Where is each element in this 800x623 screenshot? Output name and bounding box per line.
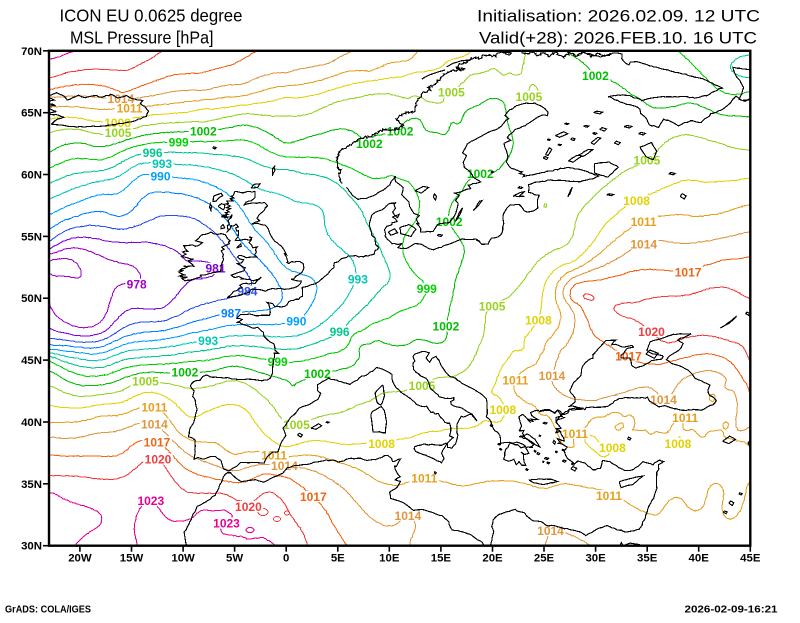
svg-text:15W: 15W bbox=[120, 553, 144, 565]
svg-text:990: 990 bbox=[150, 170, 170, 184]
svg-text:1005: 1005 bbox=[283, 418, 310, 432]
svg-text:30N: 30N bbox=[21, 541, 42, 553]
svg-text:1011: 1011 bbox=[672, 411, 698, 425]
svg-text:1011: 1011 bbox=[411, 471, 437, 485]
svg-text:10W: 10W bbox=[171, 553, 195, 565]
svg-text:1014: 1014 bbox=[537, 524, 564, 538]
svg-text:20E: 20E bbox=[482, 553, 503, 565]
svg-text:990: 990 bbox=[286, 315, 306, 329]
svg-text:1002: 1002 bbox=[582, 69, 609, 83]
svg-text:1011: 1011 bbox=[562, 427, 588, 441]
svg-text:1005: 1005 bbox=[634, 153, 661, 167]
svg-text:ICON EU 0.0625 degree: ICON EU 0.0625 degree bbox=[60, 5, 243, 25]
svg-text:1014: 1014 bbox=[271, 459, 298, 473]
svg-text:993: 993 bbox=[198, 334, 218, 348]
svg-text:2026-02-09-16:21: 2026-02-09-16:21 bbox=[685, 604, 778, 616]
svg-text:1005: 1005 bbox=[409, 379, 436, 393]
svg-text:45N: 45N bbox=[21, 355, 42, 367]
svg-text:1020: 1020 bbox=[638, 325, 665, 339]
svg-text:1008: 1008 bbox=[665, 437, 692, 451]
svg-text:45E: 45E bbox=[740, 553, 761, 565]
svg-text:Valid(+28): 2026.FEB.10. 16 UT: Valid(+28): 2026.FEB.10. 16 UTC bbox=[479, 29, 757, 47]
svg-text:1005: 1005 bbox=[438, 86, 465, 100]
svg-text:Initialisation: 2026.02.09. 12: Initialisation: 2026.02.09. 12 UTC bbox=[477, 7, 760, 25]
svg-text:15E: 15E bbox=[431, 553, 452, 565]
svg-text:1002: 1002 bbox=[467, 167, 494, 181]
svg-text:993: 993 bbox=[152, 157, 172, 171]
svg-text:1002: 1002 bbox=[356, 137, 383, 151]
svg-text:1008: 1008 bbox=[368, 437, 395, 451]
svg-text:1005: 1005 bbox=[132, 375, 159, 389]
svg-text:1017: 1017 bbox=[615, 349, 642, 363]
svg-text:1011: 1011 bbox=[117, 102, 143, 116]
svg-text:978: 978 bbox=[127, 278, 147, 292]
svg-text:60N: 60N bbox=[21, 170, 42, 182]
svg-text:1014: 1014 bbox=[650, 393, 677, 407]
svg-text:1005: 1005 bbox=[479, 300, 506, 314]
svg-text:999: 999 bbox=[268, 355, 288, 369]
svg-text:1014: 1014 bbox=[630, 237, 657, 251]
svg-text:65N: 65N bbox=[21, 108, 42, 120]
svg-text:1005: 1005 bbox=[105, 126, 132, 140]
svg-text:20W: 20W bbox=[68, 553, 92, 565]
svg-text:0: 0 bbox=[283, 553, 289, 565]
svg-text:1017: 1017 bbox=[144, 435, 171, 449]
svg-text:50N: 50N bbox=[21, 293, 42, 305]
svg-text:1011: 1011 bbox=[502, 373, 528, 387]
svg-text:1017: 1017 bbox=[675, 265, 702, 279]
svg-text:1002: 1002 bbox=[190, 125, 217, 139]
svg-text:1014: 1014 bbox=[141, 418, 168, 432]
svg-text:1014: 1014 bbox=[539, 369, 566, 383]
svg-text:1008: 1008 bbox=[489, 403, 516, 417]
svg-text:1020: 1020 bbox=[145, 453, 172, 467]
svg-text:35N: 35N bbox=[21, 479, 42, 491]
svg-text:1002: 1002 bbox=[304, 367, 331, 381]
svg-text:5E: 5E bbox=[331, 553, 345, 565]
svg-text:25E: 25E bbox=[534, 553, 555, 565]
svg-text:GrADS: COLA/IGES: GrADS: COLA/IGES bbox=[5, 604, 91, 616]
svg-text:987: 987 bbox=[221, 307, 241, 321]
svg-text:1005: 1005 bbox=[516, 90, 543, 104]
svg-text:999: 999 bbox=[169, 135, 189, 149]
svg-text:30E: 30E bbox=[585, 553, 606, 565]
svg-text:1002: 1002 bbox=[433, 319, 460, 333]
svg-text:40N: 40N bbox=[21, 417, 42, 429]
svg-text:1002: 1002 bbox=[172, 366, 199, 380]
svg-text:1011: 1011 bbox=[631, 215, 657, 229]
svg-text:1008: 1008 bbox=[599, 441, 626, 455]
svg-text:5W: 5W bbox=[226, 553, 243, 565]
svg-text:996: 996 bbox=[143, 146, 163, 160]
svg-text:1008: 1008 bbox=[525, 314, 552, 328]
svg-text:1002: 1002 bbox=[387, 124, 414, 138]
svg-text:999: 999 bbox=[417, 282, 437, 296]
svg-text:MSL Pressure [hPa]: MSL Pressure [hPa] bbox=[70, 27, 214, 47]
svg-text:996: 996 bbox=[330, 325, 350, 339]
svg-text:10E: 10E bbox=[379, 553, 400, 565]
svg-text:1008: 1008 bbox=[104, 116, 131, 130]
svg-text:1011: 1011 bbox=[596, 489, 622, 503]
svg-text:1011: 1011 bbox=[141, 401, 167, 415]
svg-text:35E: 35E bbox=[637, 553, 658, 565]
svg-text:1020: 1020 bbox=[235, 500, 262, 514]
svg-text:1023: 1023 bbox=[213, 517, 240, 531]
svg-text:70N: 70N bbox=[21, 46, 42, 58]
svg-text:1017: 1017 bbox=[300, 490, 327, 504]
svg-text:40E: 40E bbox=[689, 553, 710, 565]
svg-text:1011: 1011 bbox=[261, 448, 287, 462]
svg-text:1014: 1014 bbox=[395, 509, 422, 523]
svg-text:1008: 1008 bbox=[623, 194, 650, 208]
svg-text:993: 993 bbox=[348, 273, 368, 287]
svg-text:1023: 1023 bbox=[137, 494, 164, 508]
svg-text:55N: 55N bbox=[21, 231, 42, 243]
